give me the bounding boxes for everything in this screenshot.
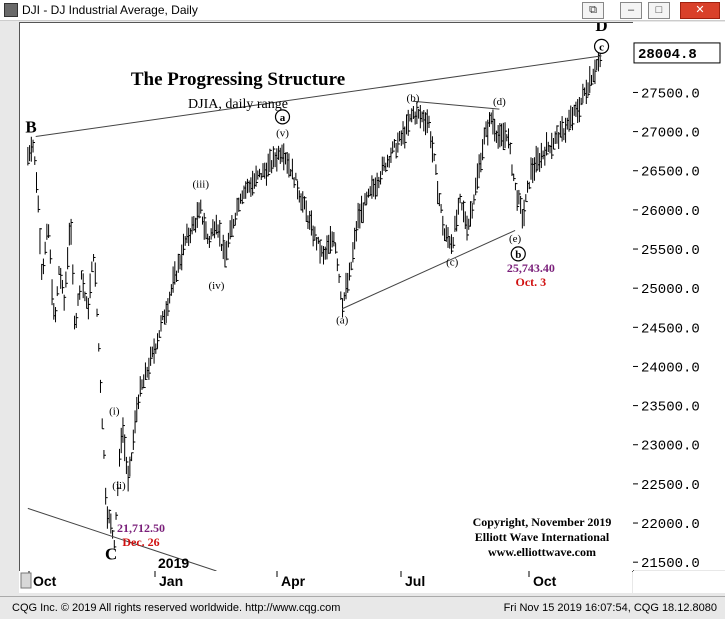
time-tick-label: Oct bbox=[533, 573, 557, 589]
wave-label: C bbox=[105, 544, 117, 563]
status-bar: CQG Inc. © 2019 All rights reserved worl… bbox=[0, 596, 725, 619]
trendline bbox=[342, 230, 516, 310]
axis-corner bbox=[633, 571, 725, 593]
wave-circle-label: b bbox=[515, 249, 521, 261]
wave-label: (a) bbox=[336, 315, 349, 327]
status-copyright: CQG Inc. © 2019 All rights reserved worl… bbox=[12, 602, 341, 614]
time-tick-label: Jan bbox=[159, 573, 183, 589]
app-icon bbox=[4, 3, 18, 17]
time-tick-label: Apr bbox=[281, 573, 306, 589]
maximize-button[interactable]: □ bbox=[648, 2, 670, 19]
minimize-button[interactable]: – bbox=[620, 2, 642, 19]
copyright-line: www.elliottwave.com bbox=[488, 545, 596, 559]
wave-label: (b) bbox=[407, 92, 420, 104]
wave-label: B bbox=[25, 118, 36, 137]
wave-circle bbox=[274, 109, 291, 125]
trendline bbox=[27, 507, 217, 571]
trendline bbox=[35, 55, 602, 138]
last-price-box bbox=[633, 42, 721, 64]
price-tick-label: 23000.0 bbox=[641, 439, 700, 455]
wave-label: D bbox=[595, 23, 607, 35]
wave-circle bbox=[510, 246, 526, 262]
year-label: 2019 bbox=[158, 555, 189, 571]
wave-label: (d) bbox=[493, 96, 506, 108]
price-tick-label: 21500.0 bbox=[641, 556, 700, 570]
wave-label: (ii) bbox=[112, 480, 126, 492]
status-timestamp: Fri Nov 15 2019 16:07:54, CQG 18.12.8080 bbox=[503, 602, 717, 614]
price-tick-label: 27500.0 bbox=[641, 86, 700, 102]
price-tick-label: 23500.0 bbox=[641, 400, 700, 416]
wave-label: (iv) bbox=[209, 280, 225, 292]
wave-label: (iii) bbox=[193, 178, 210, 190]
wave-label: (v) bbox=[276, 128, 289, 140]
wave-circle bbox=[593, 38, 610, 54]
price-annotation: Dec. 26 bbox=[122, 535, 159, 549]
chart-title: The Progressing Structure bbox=[131, 69, 345, 90]
wave-label: (c) bbox=[446, 257, 459, 269]
close-button[interactable]: ✕ bbox=[680, 2, 720, 19]
copyright-line: Elliott Wave International bbox=[475, 530, 610, 544]
last-price: 28004.8 bbox=[638, 47, 697, 63]
price-annotation: 25,743.40 bbox=[507, 261, 555, 275]
price-axis: 21500.0 22000.0 22500.0 23000.0 23500.0 24000… bbox=[633, 22, 725, 570]
price-tick-label: 24500.0 bbox=[641, 321, 700, 337]
time-tick-label: Oct bbox=[33, 573, 57, 589]
plot-area[interactable]: The Progressing Structure DJIA, daily ran… bbox=[19, 22, 634, 572]
link-icon[interactable]: ⧉ bbox=[582, 2, 604, 19]
copyright-line: Copyright, November 2019 bbox=[473, 515, 612, 529]
wave-circle-label: a bbox=[280, 112, 286, 124]
price-annotation: Oct. 3 bbox=[516, 275, 547, 289]
price-tick-label: 25000.0 bbox=[641, 282, 700, 298]
price-axis-svg: 21500.0 22000.0 22500.0 23000.0 23500.0 24000… bbox=[633, 42, 721, 570]
time-axis-svg: Oct Jan Apr Jul Oct bbox=[20, 571, 557, 589]
price-chart: The Progressing Structure DJIA, daily ran… bbox=[25, 23, 612, 571]
price-tick-label: 26500.0 bbox=[641, 165, 700, 181]
price-tick-label: 24000.0 bbox=[641, 360, 700, 376]
time-tick-label: Jul bbox=[405, 573, 425, 589]
scroll-handle bbox=[20, 572, 32, 589]
price-tick-label: 26000.0 bbox=[641, 204, 700, 220]
wave-label: (i) bbox=[109, 405, 120, 417]
time-axis: Oct Jan Apr Jul Oct bbox=[19, 571, 632, 593]
title-bar: DJI - DJ Industrial Average, Daily ⧉ – □… bbox=[0, 0, 725, 21]
price-tick-label: 22500.0 bbox=[641, 478, 700, 494]
price-tick-label: 25500.0 bbox=[641, 243, 700, 259]
wave-label: (e) bbox=[509, 233, 522, 245]
price-annotation: 21,712.50 bbox=[117, 521, 165, 535]
wave-circle-label: c bbox=[599, 41, 604, 53]
chart-subtitle: DJIA, daily range bbox=[188, 97, 288, 112]
window-title: DJI - DJ Industrial Average, Daily bbox=[22, 3, 198, 17]
price-tick-label: 22000.0 bbox=[641, 517, 700, 533]
price-tick-label: 27000.0 bbox=[641, 126, 700, 142]
trendline bbox=[412, 100, 500, 110]
